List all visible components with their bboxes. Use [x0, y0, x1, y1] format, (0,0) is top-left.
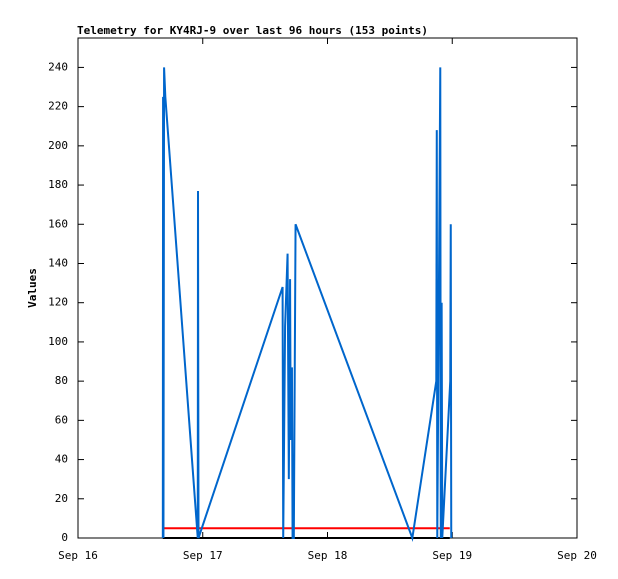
y-tick-label: 240 [48, 60, 68, 73]
x-tick-label: Sep 17 [183, 549, 223, 562]
y-tick-label: 140 [48, 256, 68, 269]
y-tick-label: 180 [48, 178, 68, 191]
y-tick-label: 100 [48, 335, 68, 348]
x-tick-label: Sep 19 [432, 549, 472, 562]
x-tick-label: Sep 16 [58, 549, 98, 562]
y-tick-label: 220 [48, 100, 68, 113]
y-tick-label: 200 [48, 139, 68, 152]
y-axis-label: Values [26, 268, 39, 308]
y-tick-label: 40 [55, 453, 68, 466]
x-tick-label: Sep 20 [557, 549, 597, 562]
data-line [161, 67, 453, 542]
y-tick-label: 20 [55, 492, 68, 505]
y-tick-label: 120 [48, 296, 68, 309]
y-tick-label: 60 [55, 413, 68, 426]
x-tick-label: Sep 18 [308, 549, 348, 562]
plot-frame [77, 37, 578, 539]
y-tick-label: 80 [55, 374, 68, 387]
y-tick-label: 0 [61, 531, 68, 544]
y-tick-label: 160 [48, 217, 68, 230]
chart-title: Telemetry for KY4RJ-9 over last 96 hours… [77, 24, 428, 37]
